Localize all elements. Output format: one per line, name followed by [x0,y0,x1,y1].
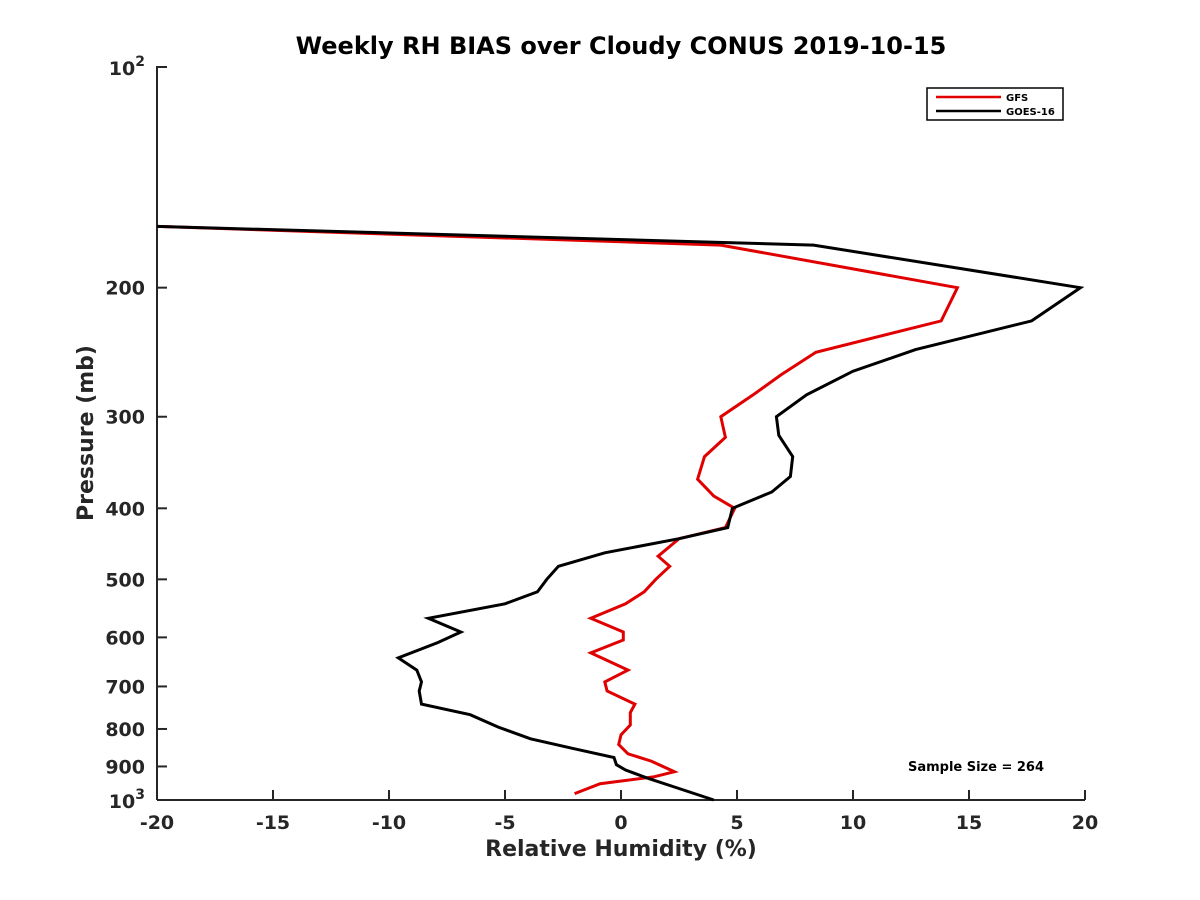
y-tick-label: 800 [105,719,145,741]
x-tick-label: 0 [614,812,627,834]
y-tick-label: 700 [105,676,145,698]
y-tick-label: 200 [105,278,145,300]
series-line-goes16 [156,224,1085,802]
y-tick-label: 400 [105,498,145,520]
y-decade-tick-label: 102 [109,54,145,80]
legend-box [926,87,1064,121]
x-tick-label: 10 [840,812,866,834]
axes [156,66,1085,801]
x-tick-label: 20 [1072,812,1098,834]
y-tick-label: 900 [105,756,145,778]
plot-lines [156,224,1085,802]
x-tick-label: -20 [140,812,174,834]
legend-label-gfs: GFS [1006,93,1028,104]
y-axis-ticks: 200 300 400 500 600 700 800 900 102 103 [105,54,167,813]
x-tick-label: -10 [372,812,406,834]
series-line-gfs [156,224,960,795]
x-tick-label: -15 [256,812,290,834]
y-tick-label: 500 [105,569,145,591]
y-tick-label: 600 [105,627,145,649]
y-decade-tick-label: 103 [109,787,145,813]
x-tick-label: -5 [494,812,515,834]
legend: GFS GOES-16 [926,87,1064,121]
y-tick-label: 300 [105,407,145,429]
chart-title: Weekly RH BIAS over Cloudy CONUS 2019-10… [296,32,947,60]
x-tick-label: 15 [956,812,982,834]
x-axis-label: Relative Humidity (%) [485,837,757,862]
x-tick-label: 5 [730,812,743,834]
sample-size-annotation: Sample Size = 264 [908,760,1044,775]
legend-label-goes16: GOES-16 [1006,107,1055,118]
y-axis-label: Pressure (mb) [74,345,99,521]
x-axis-ticks: -20 -15 -10 -5 0 5 10 15 20 [140,790,1098,834]
